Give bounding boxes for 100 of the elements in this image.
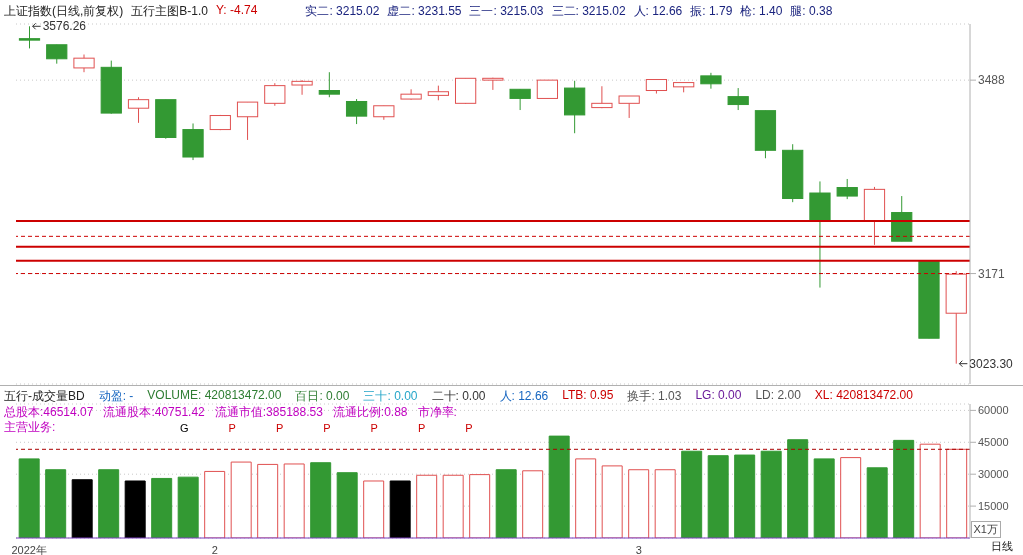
bar (707, 455, 729, 538)
y-tick-label: 3171 (978, 266, 1006, 281)
text: 枪: 1.40 (740, 3, 783, 20)
candlestick (318, 71, 340, 98)
bar (548, 435, 570, 538)
annotation: 流通市值:385188.53 (214, 404, 323, 421)
bar (628, 469, 650, 538)
candlestick (18, 25, 41, 49)
candlestick (46, 44, 68, 65)
candlestick (727, 87, 749, 111)
annotation: 总股本:46514.07 (4, 404, 94, 421)
bar (813, 458, 835, 538)
text: 换手: 1.03 (627, 388, 682, 405)
text: 日线 (991, 539, 1013, 554)
annotation: P (370, 422, 378, 434)
text: 虚二: 3231.55 (387, 3, 462, 20)
bar (389, 480, 411, 538)
bar (283, 463, 305, 538)
y-tick-label: 3488 (978, 73, 1006, 88)
chart-subtitle: 五行主图B-1.0 (131, 3, 209, 20)
bar (681, 450, 703, 538)
text: Y: -4.74 (216, 3, 258, 19)
bar (45, 469, 67, 538)
text: LD: 2.00 (755, 388, 801, 404)
candlestick (618, 95, 640, 119)
annotation: P (465, 422, 473, 434)
annotation: G (180, 422, 189, 434)
bar (71, 479, 93, 538)
bar (495, 469, 517, 538)
candlestick (536, 79, 559, 99)
y-tick-label: 45000 (978, 436, 1009, 449)
text: 人: 12.66 (499, 388, 549, 405)
annotation: 市净率: (417, 404, 457, 421)
annotation: 主营业务: (4, 419, 56, 436)
candlestick (291, 79, 313, 96)
annotation: 流通股本:40751.42 (103, 404, 205, 421)
text: LTB: 0.95 (562, 388, 614, 404)
bar (654, 469, 676, 538)
chart-title: 五行-成交量BD (4, 388, 85, 405)
text: 二十: 0.00 (431, 388, 486, 405)
x-tick-label: 2022年 (11, 543, 47, 555)
annotation: P (417, 422, 426, 434)
candlestick (127, 96, 150, 124)
bar (575, 458, 597, 538)
text: 三二: 3215.02 (551, 3, 626, 20)
text: 振: 1.79 (690, 3, 733, 20)
y-tick-label: 30000 (978, 468, 1009, 481)
annotation: 3576.26 (42, 19, 87, 34)
text: 三一: 3215.03 (469, 3, 544, 20)
bar (946, 448, 968, 538)
candlestick (236, 101, 259, 141)
bar (601, 465, 623, 538)
candlestick (836, 178, 858, 200)
candlestick (482, 77, 504, 91)
annotation: P (323, 422, 331, 434)
bar (310, 462, 332, 538)
bar (151, 477, 173, 538)
bar (734, 454, 756, 538)
x-tick-label: 3 (635, 543, 642, 555)
text: 动盈: - (98, 388, 134, 405)
chart-title: 上证指数(日线,前复权) (4, 3, 124, 20)
y-tick-label: 60000 (978, 404, 1009, 417)
annotation: P (228, 422, 236, 434)
bar (840, 457, 862, 538)
text: 人: 12.66 (633, 3, 683, 20)
bar (893, 439, 915, 538)
text: 腿: 0.38 (790, 3, 833, 20)
bar (469, 474, 491, 538)
candlestick (264, 82, 286, 107)
text: 三十: 0.00 (363, 388, 418, 405)
text: VOLUME: 420813472.00 (147, 388, 282, 404)
bar (257, 463, 279, 538)
bar (177, 476, 199, 538)
text: XL: 420813472.00 (814, 388, 913, 404)
bar (204, 470, 226, 538)
bar (98, 469, 120, 538)
annotation: 3023.30 (969, 356, 1014, 371)
text: X1万 (970, 521, 1001, 538)
text: 百日: 0.00 (295, 388, 350, 405)
candlestick (400, 88, 422, 101)
candlestick (345, 98, 368, 125)
bar (416, 474, 438, 538)
bar (230, 461, 252, 538)
bar (18, 458, 40, 538)
bar (442, 474, 464, 538)
text: LG: 0.00 (695, 388, 742, 404)
bar (919, 443, 941, 538)
text: 实二: 3215.02 (305, 3, 380, 20)
bar (124, 480, 146, 538)
bar (866, 467, 888, 538)
bar (336, 472, 358, 538)
candlestick (509, 88, 531, 111)
y-tick-label: 15000 (978, 500, 1009, 512)
bar (522, 470, 544, 538)
bar (787, 439, 809, 538)
bar (760, 450, 782, 538)
annotation: 流通比例:0.88 (332, 404, 408, 421)
annotation: P (275, 422, 284, 434)
x-tick-label: 2 (211, 543, 218, 555)
bar (363, 480, 385, 538)
